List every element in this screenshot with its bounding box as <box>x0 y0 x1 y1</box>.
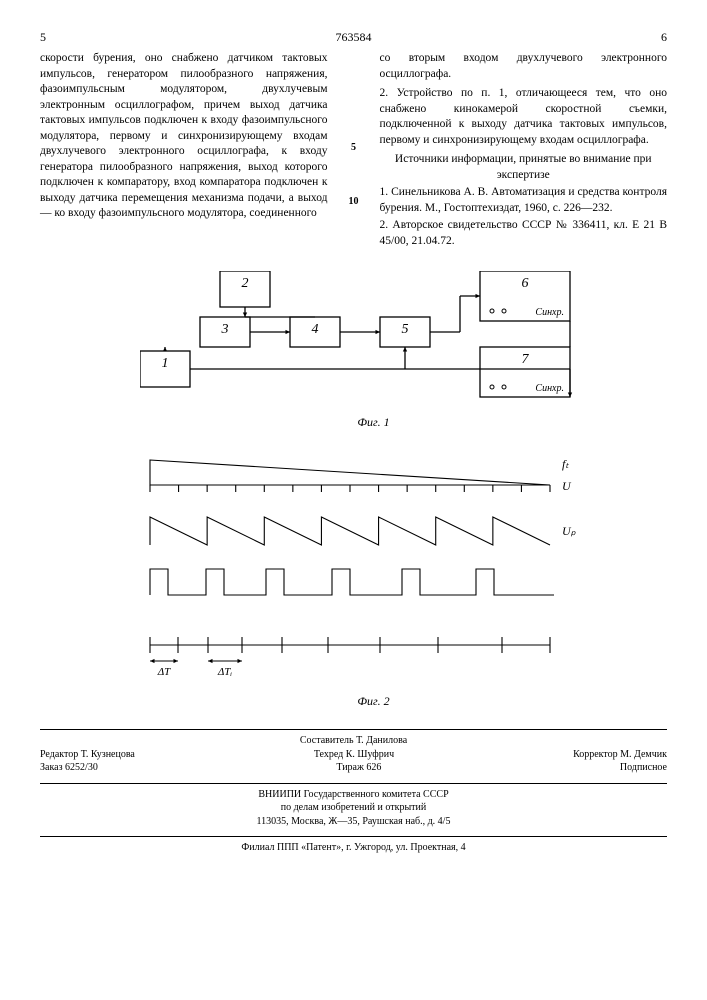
fig2-caption: Фиг. 2 <box>140 694 607 709</box>
svg-text:U: U <box>562 479 572 493</box>
compiler: Составитель Т. Данилова <box>40 734 667 748</box>
svg-text:2: 2 <box>242 276 249 291</box>
sources-head: Источники информации, принятые во вниман… <box>380 152 668 183</box>
page-left: 5 <box>40 30 46 45</box>
svg-text:6: 6 <box>522 276 529 291</box>
org2: по делам изобретений и открытий <box>40 801 667 815</box>
svg-text:5: 5 <box>402 322 409 337</box>
right-p1: со вторым входом двухлучевого электронно… <box>380 51 668 82</box>
svg-text:ΔT: ΔT <box>157 666 171 678</box>
org1: ВНИИПИ Государственного комитета СССР <box>40 788 667 802</box>
column-left: скорости бурения, оно снабжено датчиком … <box>40 51 328 251</box>
figure-1: 1 2 3 4 5 6 Синхр. 7 Синхр. Фиг. 1 <box>140 271 607 430</box>
right-p2: 2. Устройство по п. 1, отличающееся тем,… <box>380 86 668 148</box>
svg-text:7: 7 <box>522 352 530 367</box>
svg-text:3: 3 <box>221 322 229 337</box>
separator-2 <box>40 783 667 784</box>
addr1: 113035, Москва, Ж—35, Раушская наб., д. … <box>40 815 667 829</box>
svg-text:Синхр.: Синхр. <box>535 383 564 394</box>
svg-text:fₜ: fₜ <box>562 457 569 471</box>
corrector: Корректор М. Демчик <box>573 748 667 762</box>
line-numbers: 5 10 <box>346 51 362 251</box>
figure-2: fₜ U Uₚ ΔT ΔTᵢ Фиг. 2 <box>140 450 607 709</box>
credits: Составитель Т. Данилова Редактор Т. Кузн… <box>40 729 667 855</box>
fig1-svg: 1 2 3 4 5 6 Синхр. 7 Синхр. <box>140 271 580 411</box>
separator-3 <box>40 836 667 837</box>
tirage: Тираж 626 <box>336 761 381 775</box>
svg-text:4: 4 <box>312 322 319 337</box>
fig1-caption: Фиг. 1 <box>140 415 607 430</box>
svg-text:Синхр.: Синхр. <box>535 307 564 318</box>
right-src1: 1. Синельникова А. В. Автоматизация и ср… <box>380 185 668 216</box>
svg-text:ΔTᵢ: ΔTᵢ <box>217 666 233 678</box>
addr2: Филиал ППП «Патент», г. Ужгород, ул. Про… <box>40 841 667 855</box>
right-src2: 2. Авторское свидетельство СССР № 336411… <box>380 218 668 249</box>
techred: Техред К. Шуфрич <box>314 748 394 762</box>
editor: Редактор Т. Кузнецова <box>40 748 135 762</box>
column-right: со вторым входом двухлучевого электронно… <box>380 51 668 251</box>
page-header: 5 763584 6 <box>40 30 667 45</box>
order: Заказ 6252/30 <box>40 761 98 775</box>
separator-1 <box>40 729 667 730</box>
col-left-text: скорости бурения, оно снабжено датчиком … <box>40 52 328 219</box>
fig2-svg: fₜ U Uₚ ΔT ΔTᵢ <box>140 450 580 690</box>
svg-text:1: 1 <box>162 356 169 371</box>
subscription: Подписное <box>620 761 667 775</box>
ln-10: 10 <box>346 175 362 229</box>
text-columns: скорости бурения, оно снабжено датчиком … <box>40 51 667 251</box>
svg-text:Uₚ: Uₚ <box>562 524 577 538</box>
page-right: 6 <box>661 30 667 45</box>
ln-5: 5 <box>346 121 362 175</box>
doc-number: 763584 <box>336 30 372 45</box>
